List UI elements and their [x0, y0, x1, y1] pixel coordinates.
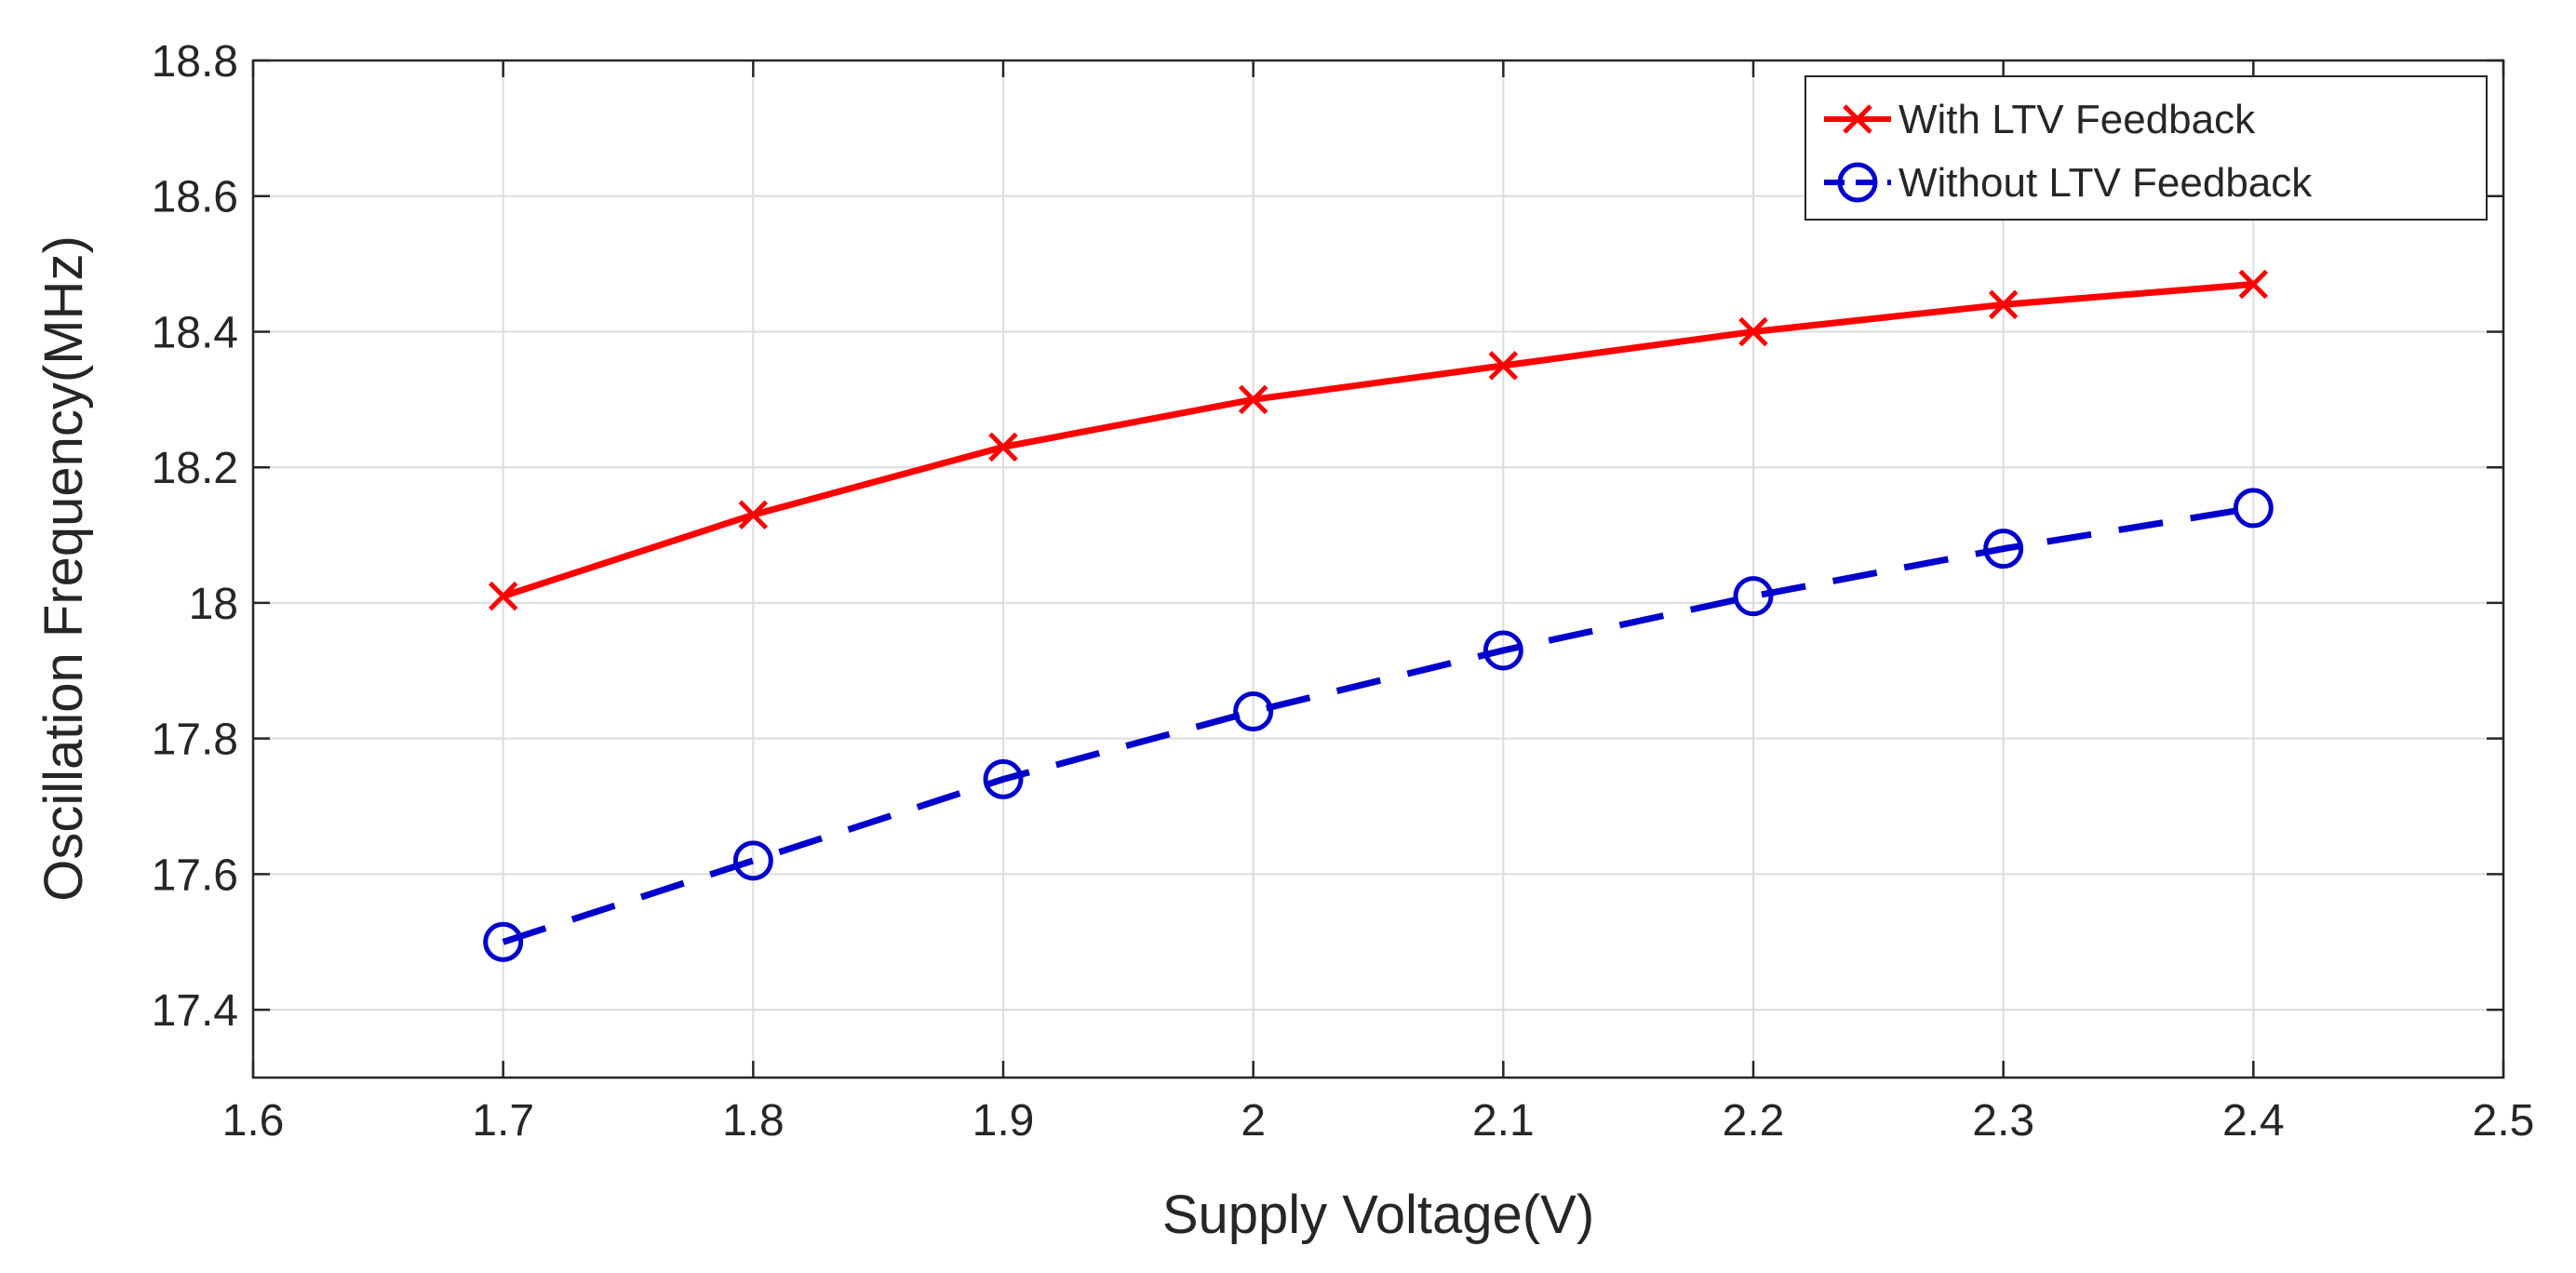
y-tick-label: 17.4	[152, 986, 238, 1036]
legend-marker-symbol	[1843, 104, 1872, 134]
x-tick-label: 2.5	[2473, 1096, 2535, 1146]
series-line	[502, 504, 2254, 945]
legend: With LTV Feedback Without LTV Feedback	[1805, 75, 2488, 221]
x-tick-label: 2.3	[1972, 1096, 2034, 1146]
y-axis-ticks: 17.4 17.6 17.8 18 18.2 18.4 18.6 18.8	[152, 37, 2503, 1036]
data-point-marker	[2233, 488, 2274, 529]
legend-label-with-ltv: With LTV Feedback	[1898, 97, 2256, 142]
series-1	[483, 488, 2274, 962]
x-tick-label: 2.4	[2222, 1096, 2285, 1146]
data-point-marker	[1983, 529, 2024, 570]
x-axis-ticks: 1.6 1.7 1.8 1.9 2 2.1 2.2 2.3 2.4 2.5	[222, 60, 2535, 1146]
data-point-marker	[1738, 316, 1768, 347]
data-point-marker	[2238, 269, 2269, 300]
data-point-marker	[738, 500, 769, 529]
y-tick-label: 17.6	[152, 851, 238, 900]
legend-label-without-ltv: Without LTV Feedback	[1898, 160, 2313, 206]
y-tick-label: 18.8	[152, 37, 238, 87]
x-tick-label: 2.1	[1472, 1096, 1535, 1146]
x-tick-label: 2.2	[1723, 1096, 1785, 1146]
y-tick-label: 18.6	[152, 173, 238, 222]
data-point-marker	[983, 758, 1024, 799]
data-point-marker	[988, 432, 1018, 462]
y-tick-label: 17.8	[152, 716, 238, 765]
data-point-marker	[1988, 289, 2019, 320]
data-point-marker	[488, 581, 518, 611]
data-point-marker	[1733, 576, 1774, 617]
series-line	[502, 280, 2254, 599]
x-tick-label: 2	[1241, 1096, 1266, 1146]
series-group	[483, 269, 2274, 962]
data-point-marker	[1233, 691, 1274, 732]
data-point-marker	[1483, 630, 1523, 671]
x-tick-label: 1.9	[973, 1096, 1035, 1146]
x-tick-label: 1.6	[222, 1096, 285, 1146]
data-point-marker	[1488, 351, 1519, 381]
y-axis-label: Oscillation Frequency(MHz)	[34, 235, 94, 902]
data-point-marker	[483, 921, 524, 962]
y-tick-label: 18.4	[152, 308, 238, 357]
legend-marker-without-ltv	[1837, 162, 1878, 203]
y-tick-label: 18	[189, 580, 238, 629]
data-point-marker	[1238, 384, 1268, 415]
legend-box	[1805, 75, 2488, 221]
legend-marker-with-ltv	[1843, 104, 1872, 134]
series-0	[488, 269, 2269, 611]
legend-marker-symbol	[1837, 162, 1878, 203]
x-axis-label: Supply Voltage(V)	[1162, 1185, 1594, 1245]
y-tick-label: 18.2	[152, 444, 238, 493]
data-point-marker	[732, 840, 773, 881]
plot-area	[251, 59, 2505, 1079]
x-tick-label: 1.7	[472, 1096, 534, 1146]
x-tick-label: 1.8	[722, 1096, 785, 1146]
